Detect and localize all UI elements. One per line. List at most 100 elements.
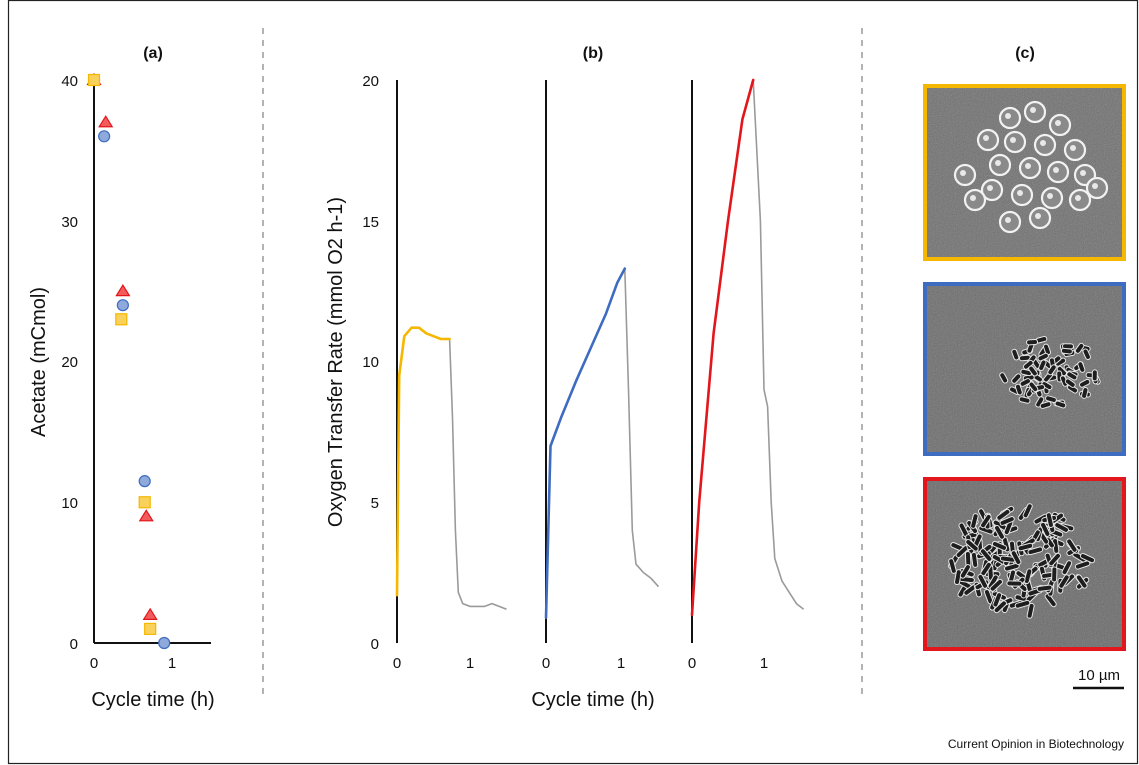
bacterium-glyph [965,539,979,552]
panel-a-x-axis-title: Cycle time (h) [91,689,214,711]
cell-granule-glyph [960,170,966,176]
bacterium-glyph [1043,343,1051,356]
panel-c-micrographs: 10 µm [923,84,1126,690]
panel-a-y-axis-title: Acetate (mCmol) [28,287,50,437]
bacterium-glyph [1006,580,1023,587]
bacterium-glyph [1066,538,1078,553]
micrograph-blue-cells [999,335,1101,409]
bacterium-glyph [1081,387,1089,399]
bacterium-glyph [959,564,971,579]
panel-a-circle-marker-4 [158,636,171,650]
bacterium-glyph [1047,364,1057,376]
bacterium-glyph [999,516,1015,526]
bacterium-glyph [948,558,957,574]
bacterium-glyph [980,513,992,529]
bacterium-glyph [977,573,989,589]
bacterium-glyph [1026,602,1035,619]
panel-b-active-line-yellow [395,326,451,597]
panel-a-square-marker-0 [87,73,101,87]
panel-a-xtick-1: 1 [168,655,176,672]
cell-granule-glyph [1025,163,1031,169]
bacterium-glyph [954,569,962,586]
cell-granule-glyph [1055,120,1061,126]
bacterium-glyph [1074,342,1085,354]
cell-granule-glyph [1010,137,1016,143]
cell-granule-glyph [1017,190,1023,196]
bacterium-glyph [1040,521,1051,537]
panel-b-decline-line-3 [752,79,805,610]
cell-granule-glyph [1092,183,1098,189]
bacterium-glyph [1018,396,1031,404]
bacterium-glyph [996,508,1011,521]
cell-granule-glyph [995,160,1001,166]
bacterium-glyph [1077,361,1086,373]
cell-granule-glyph [1047,193,1053,199]
panel-a-ytick-0: 0 [70,636,78,653]
panel-b-ytick-15: 15 [362,214,379,231]
bacterium-glyph [1027,546,1044,556]
journal-credit: Current Opinion in Biotechnology [948,737,1124,751]
cell-granule-glyph [1080,170,1086,176]
panel-b-ytick-0: 0 [371,636,379,653]
bacterium-glyph [1058,574,1070,589]
panel-b-series-lines [395,78,805,619]
panel-b2-xtick-1: 1 [617,655,625,672]
cell-granule-glyph [1005,217,1011,223]
bacterium-glyph [1028,365,1038,377]
bacterium-glyph [1037,352,1049,362]
panel-b2-xtick-0: 0 [542,655,550,672]
panel-b1-xtick-1: 1 [466,655,474,672]
panel-a-square-marker-1 [115,313,128,326]
bacterium-glyph [994,525,1005,540]
panel-a-ytick-10: 10 [61,495,78,512]
bacterium-glyph [1045,512,1054,528]
bacterium-glyph [992,592,1003,608]
bacterium-glyph [989,578,1003,592]
panel-b-ytick-20: 20 [362,73,379,90]
bacterium-glyph [1022,503,1033,519]
panel-a-triangle-marker-4 [142,607,158,620]
bacterium-glyph [1044,593,1057,608]
panel-b1-xtick-0: 0 [393,655,401,672]
bacterium-glyph [993,600,1007,614]
panel-a-ytick-30: 30 [61,214,78,231]
cell-granule-glyph [1030,107,1036,113]
panel-b-active-line-blue [544,267,627,619]
bacterium-glyph [1014,599,1031,609]
panel-c-label: (c) [1015,45,1035,62]
bacterium-glyph [1048,552,1061,567]
bacterium-glyph [1075,574,1088,589]
bacterium-glyph [991,540,1008,551]
panel-a-label: (a) [143,45,163,62]
bacterium-glyph [1041,381,1053,391]
bacterium-glyph [1039,401,1052,409]
bacterium-glyph [1010,550,1022,566]
scale-bar-label: 10 µm [1078,667,1120,684]
cell-granule-glyph [1040,140,1046,146]
bacterium-glyph [1054,522,1069,533]
micrograph-red-cells [948,503,1096,619]
cell-granule-glyph [983,135,989,141]
cell-granule-glyph [987,185,993,191]
bacterium-glyph [1074,560,1091,570]
panel-b-line-plots: 20 15 10 5 0 0 1 0 1 0 1 Oxygen Transfer… [325,73,805,711]
bacterium-glyph [1026,338,1039,346]
micrograph-yellow [923,84,1126,261]
bacterium-glyph [1038,359,1047,372]
panel-b-y-axis-title: Oxygen Transfer Rate (mmol O2 h-1) [325,197,347,527]
bacterium-glyph [1014,383,1023,396]
bacterium-glyph [970,513,979,529]
panel-a-triangle-marker-3 [138,509,154,522]
panel-a-circle-marker-2 [116,299,129,312]
panel-a-ytick-40: 40 [61,73,78,90]
panel-a-square-marker-2 [138,496,151,509]
bacterium-glyph [1079,553,1096,564]
panel-b-active-line-red [690,78,755,617]
bacterium-glyph [1036,584,1053,592]
panel-b-decline-line-2 [624,268,660,588]
panel-b3-xtick-0: 0 [688,655,696,672]
panel-a-circle-marker-1 [98,130,111,143]
panel-a-xtick-0: 0 [90,655,98,672]
cell-granule-glyph [1035,213,1041,219]
